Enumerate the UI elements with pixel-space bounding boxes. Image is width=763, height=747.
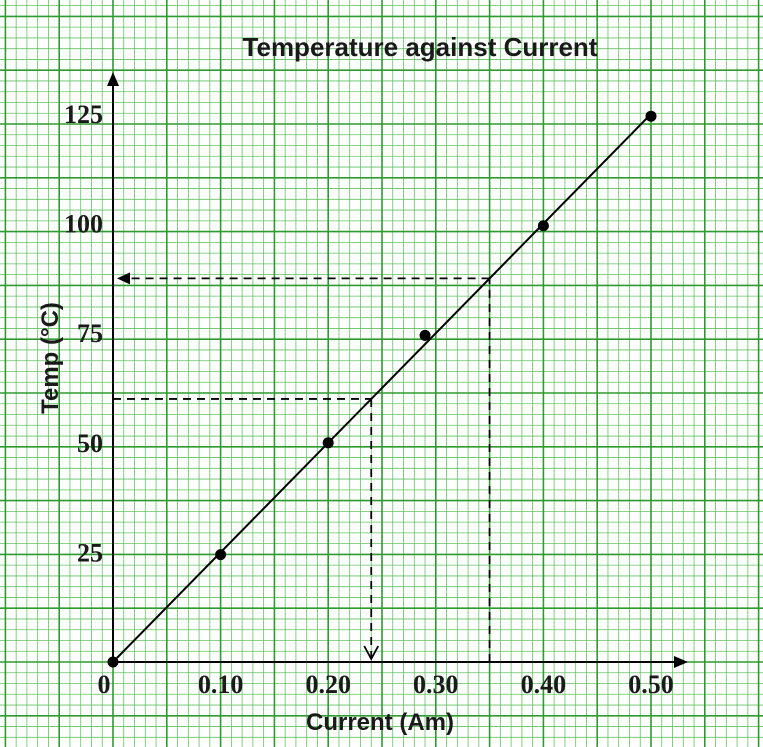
x-tick-label: 0.40: [521, 670, 567, 699]
projection-left-arrowhead: [117, 272, 130, 285]
tick-labels: 0.10 0.20 0.30 0.40 0.50 25 50 75 100 125 0: [64, 100, 674, 699]
y-tick-label: 75: [77, 319, 103, 348]
y-tick-label: 25: [77, 538, 103, 567]
projection-guides: [113, 272, 491, 662]
x-axis-label: Current (Am): [306, 709, 454, 736]
x-axis-arrowhead: [674, 656, 688, 668]
data-point: [215, 549, 227, 561]
y-axis-label: Temp (°C): [37, 302, 64, 414]
origin-label: 0: [98, 670, 111, 699]
x-tick-label: 0.20: [305, 670, 351, 699]
data-point: [645, 110, 657, 122]
data-point: [419, 329, 431, 341]
y-tick-label: 100: [64, 210, 103, 239]
x-tick-label: 0.50: [628, 670, 674, 699]
best-fit-line-group: [112, 113, 652, 663]
best-fit-line: [112, 113, 652, 663]
x-tick-label: 0.30: [413, 670, 459, 699]
data-point: [322, 437, 334, 449]
data-points: [107, 110, 657, 668]
x-tick-label: 0.10: [198, 670, 244, 699]
y-tick-label: 50: [77, 429, 103, 458]
data-point: [537, 220, 549, 232]
projection-down-arrowhead: [363, 645, 380, 661]
axes: [107, 72, 688, 668]
chart-title: Temperature against Current: [243, 32, 598, 62]
y-tick-label: 125: [64, 100, 103, 129]
y-axis-arrowhead: [107, 72, 119, 86]
data-point: [107, 656, 119, 668]
